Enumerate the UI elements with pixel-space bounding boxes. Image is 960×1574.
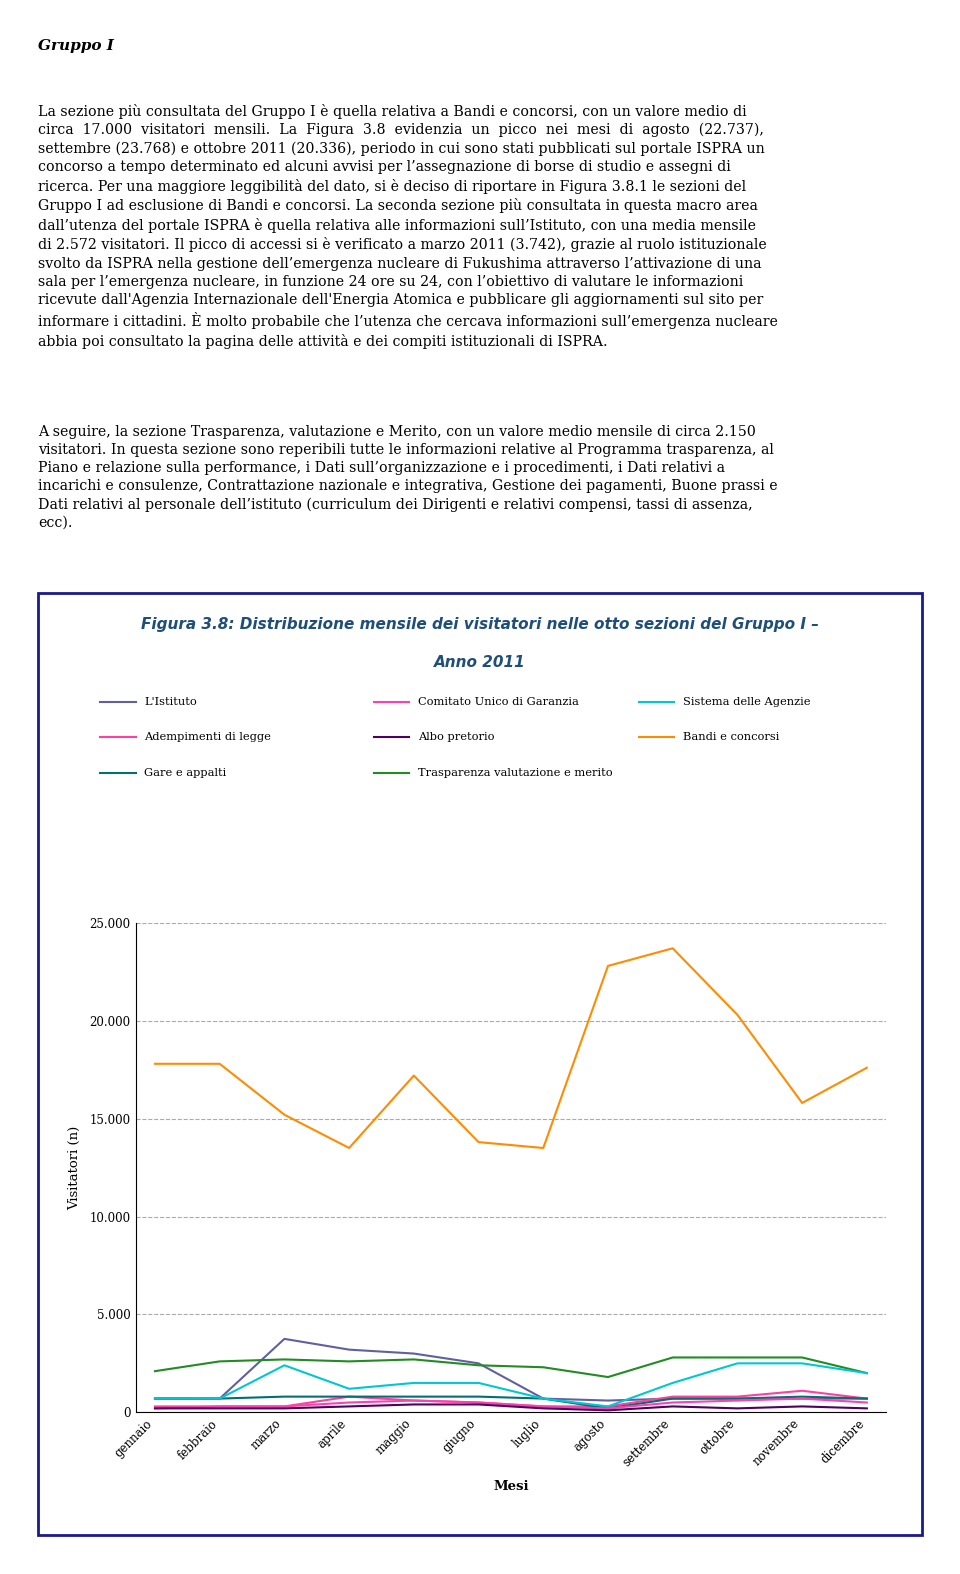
Text: La sezione più consultata del Gruppo I è quella relativa a Bandi e concorsi, con: La sezione più consultata del Gruppo I è… <box>38 104 779 349</box>
Y-axis label: Visitatori (n): Visitatori (n) <box>68 1125 82 1210</box>
Text: Comitato Unico di Garanzia: Comitato Unico di Garanzia <box>419 697 579 707</box>
Text: Trasparenza valutazione e merito: Trasparenza valutazione e merito <box>419 768 612 778</box>
Text: Sistema delle Agenzie: Sistema delle Agenzie <box>684 697 810 707</box>
Text: Gruppo I: Gruppo I <box>38 39 114 54</box>
Text: Bandi e concorsi: Bandi e concorsi <box>684 732 780 743</box>
Text: Figura 3.8: Distribuzione mensile dei visitatori nelle otto sezioni del Gruppo I: Figura 3.8: Distribuzione mensile dei vi… <box>141 617 819 631</box>
Text: Anno 2011: Anno 2011 <box>434 655 526 669</box>
Text: L'Istituto: L'Istituto <box>144 697 197 707</box>
Text: Albo pretorio: Albo pretorio <box>419 732 494 743</box>
Text: 19: 19 <box>896 1555 912 1568</box>
Text: Gare e appalti: Gare e appalti <box>144 768 227 778</box>
X-axis label: Mesi: Mesi <box>493 1480 529 1494</box>
Text: A seguire, la sezione Trasparenza, valutazione e Merito, con un valore medio men: A seguire, la sezione Trasparenza, valut… <box>38 425 778 530</box>
Text: Adempimenti di legge: Adempimenti di legge <box>144 732 272 743</box>
